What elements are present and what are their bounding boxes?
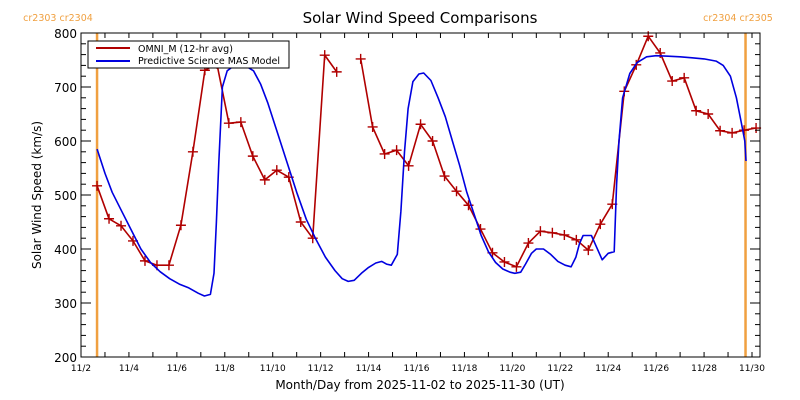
series-layer (92, 31, 762, 297)
data-point-marker (679, 72, 690, 83)
data-point-marker (595, 219, 606, 230)
x-tick-label: 11/12 (308, 364, 334, 374)
y-axis-ticks: 200 300 400 500 600 700 800 (54, 27, 760, 365)
x-axis-ticks: 11/2 11/4 11/6 11/8 11/10 11/12 11/14 11/16 11/1… (71, 33, 765, 374)
series-line (96, 54, 747, 297)
data-point-marker (355, 53, 366, 64)
data-point-marker (187, 146, 198, 157)
plot-frame (80, 32, 761, 358)
legend-label-model: Predictive Science MAS Model (138, 56, 280, 67)
x-tick-label: 11/22 (547, 364, 573, 374)
y-tick-label: 400 (54, 243, 77, 257)
x-tick-label: 11/6 (167, 364, 187, 374)
x-tick-label: 11/26 (643, 364, 669, 374)
y-tick-label: 300 (54, 297, 77, 311)
data-point-marker (511, 261, 522, 272)
legend-label-omni: OMNI_M (12-hr avg) (138, 44, 233, 55)
x-tick-label: 11/2 (71, 364, 91, 374)
data-point-marker (427, 136, 438, 146)
data-point-marker (403, 160, 414, 171)
data-point-marker (116, 220, 127, 231)
data-point-marker (703, 109, 714, 119)
data-point-marker (715, 125, 726, 136)
data-point-marker (583, 245, 594, 256)
carrington-label: cr2304 cr2305 (703, 13, 773, 24)
x-tick-label: 11/18 (451, 364, 477, 374)
data-point-marker (571, 234, 582, 245)
x-tick-label: 11/8 (215, 364, 235, 374)
data-point-marker (523, 238, 534, 249)
data-point-marker (331, 66, 342, 77)
carrington-markers: cr2303 cr2304 cr2304 cr2305 (23, 13, 773, 357)
legend: OMNI_M (12-hr avg) Predictive Science MA… (87, 40, 290, 69)
data-point-marker (247, 151, 258, 162)
data-point-marker (559, 229, 570, 240)
data-point-marker (163, 260, 174, 271)
data-point-marker (415, 119, 426, 130)
data-point-marker (271, 165, 282, 176)
x-tick-label: 11/24 (595, 364, 621, 374)
axes: 11/2 11/4 11/6 11/8 11/10 11/12 11/14 11/16 11/1… (54, 27, 765, 374)
data-point-marker (499, 256, 510, 267)
data-point-marker (235, 117, 246, 128)
carrington-label: cr2303 cr2304 (23, 13, 93, 24)
data-point-marker (175, 220, 186, 231)
data-point-marker (451, 186, 462, 197)
x-tick-label: 11/20 (499, 364, 525, 374)
y-tick-label: 700 (54, 81, 77, 95)
data-point-marker (751, 123, 762, 134)
data-point-marker (727, 127, 738, 138)
x-tick-label: 11/16 (404, 364, 430, 374)
y-tick-label: 200 (54, 351, 77, 365)
y-tick-label: 800 (54, 27, 77, 41)
series-line (359, 35, 757, 268)
data-point-marker (667, 76, 678, 87)
legend-box (87, 40, 290, 69)
y-tick-label: 500 (54, 189, 77, 203)
y-tick-label: 600 (54, 135, 77, 149)
data-point-marker (391, 145, 402, 156)
x-tick-label: 11/30 (739, 364, 765, 374)
x-tick-label: 11/4 (119, 364, 139, 374)
chart-title: Solar Wind Speed Comparisons (303, 9, 538, 27)
data-point-marker (259, 174, 270, 185)
y-axis-label: Solar Wind Speed (km/s) (30, 121, 44, 269)
x-tick-label: 11/28 (691, 364, 717, 374)
data-point-marker (295, 217, 306, 227)
data-point-marker (367, 121, 378, 132)
x-tick-label: 11/10 (260, 364, 286, 374)
data-point-marker (92, 180, 103, 191)
data-point-marker (319, 50, 330, 61)
data-point-marker (104, 213, 115, 224)
data-point-marker (139, 255, 150, 266)
x-axis-label: Month/Day from 2025-11-02 to 2025-11-30 … (275, 378, 564, 392)
series-model (96, 54, 747, 297)
data-point-marker (691, 105, 702, 116)
data-point-marker (439, 171, 450, 182)
data-point-marker (547, 227, 558, 238)
data-point-marker (379, 148, 390, 159)
x-tick-label: 11/14 (356, 364, 382, 374)
data-point-marker (223, 118, 234, 129)
data-point-marker (535, 226, 546, 237)
